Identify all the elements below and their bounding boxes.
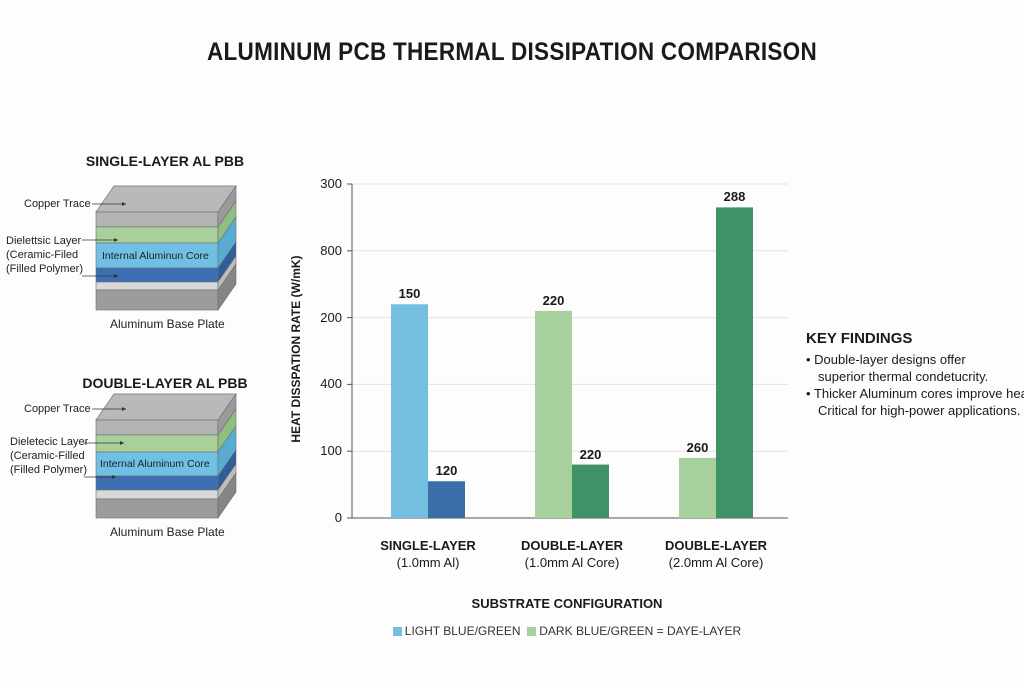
bar — [391, 304, 428, 518]
dielectric-line: Dielettsic Layer — [6, 235, 82, 247]
data-label: 220 — [542, 292, 565, 308]
x-axis-label: SUBSTRATE CONFIGURATION — [471, 596, 663, 611]
dielectric-label: Dieletecic Layer (Ceramic-Filled (Filled… — [10, 435, 88, 477]
category-sub: (1.0mm Al) — [396, 555, 460, 570]
key-findings-title: KEY FINDINGS — [806, 330, 913, 347]
finding-item: • Thicker Aluminum cores improve heat Cri… — [806, 385, 1024, 419]
category-name: DOUBLE-LAYER — [664, 538, 768, 553]
layer-side — [217, 263, 237, 311]
bar — [428, 481, 465, 518]
stack-top-face — [95, 393, 237, 421]
y-axis-label: HEAT DISSPATION RATE (W/mK) — [289, 255, 303, 443]
category-sub: (2.0mm Al Core) — [668, 555, 764, 570]
data-label: 288 — [723, 189, 746, 205]
diagram-title: DOUBLE-LAYER AL PBB — [82, 375, 248, 391]
layer-side — [217, 185, 237, 228]
data-label: 220 — [579, 446, 602, 462]
bar — [679, 457, 716, 518]
key-findings: KEY FINDINGS • Double-layer designs offe… — [806, 330, 1024, 419]
bar — [535, 310, 572, 518]
legend: LIGHT BLUE/GREEN DARK BLUE/GREEN = DAYE-… — [55, 624, 1024, 638]
dielectric-line: (Ceramic-Filed — [6, 249, 79, 261]
y-tick-label: 800 — [320, 242, 342, 258]
y-tick-label: 200 — [320, 309, 342, 325]
data-label: 120 — [435, 463, 458, 479]
legend-label: LIGHT BLUE/GREEN — [404, 624, 521, 638]
layer — [95, 289, 219, 311]
arrow-head — [112, 475, 116, 479]
layer — [95, 434, 219, 453]
legend-item: LIGHT BLUE/GREEN — [392, 624, 521, 638]
arrow-head — [122, 407, 126, 411]
arrow-head — [114, 238, 118, 242]
dielectric-line: (Filled Polymer) — [6, 263, 84, 275]
layer — [95, 281, 219, 291]
data-label: 150 — [398, 286, 421, 302]
bar — [716, 207, 753, 518]
layer-side — [217, 393, 237, 436]
layer-side — [217, 463, 237, 500]
base-label: Aluminum Base Plate — [110, 317, 225, 331]
arrow-head — [122, 202, 126, 206]
legend-swatch — [392, 627, 402, 636]
legend-item: DARK BLUE/GREEN = DAYE-LAYER — [527, 624, 741, 638]
category-label: DOUBLE-LAYER (2.0mm Al Core) — [636, 537, 796, 571]
copper-label: Copper Trace — [24, 403, 91, 415]
copper-label: Copper Trace — [24, 198, 91, 210]
y-tick-label: 100 — [320, 443, 342, 459]
category-label: SINGLE-LAYER (1.0mm Al) — [348, 537, 508, 571]
legend-swatch — [527, 627, 537, 636]
layer-side — [217, 449, 237, 491]
category-name: DOUBLE-LAYER — [520, 538, 624, 553]
layer-side — [217, 472, 237, 519]
dielectric-line: Dieletecic Layer — [10, 436, 89, 448]
finding-text: Critical for high-power applications. — [818, 403, 1021, 418]
dielectric-line: (Filled Polymer) — [10, 464, 88, 476]
category-label: DOUBLE-LAYER (1.0mm Al Core) — [492, 537, 652, 571]
finding-item: • Double-layer designs offer superior the… — [806, 352, 989, 384]
layer-side — [217, 200, 237, 244]
layer-side — [217, 255, 237, 291]
bar — [572, 464, 609, 518]
layer — [95, 419, 219, 436]
category-name: SINGLE-LAYER — [380, 538, 476, 553]
layer-side — [217, 425, 237, 477]
base-label: Aluminum Base Plate — [110, 525, 225, 539]
finding-text: superior thermal condetucrity. — [818, 369, 989, 384]
layer — [95, 267, 219, 283]
layer — [95, 226, 219, 244]
layer — [95, 211, 219, 228]
core-label: Internal Aluminun Core — [102, 250, 209, 262]
page-title: ALUMINUM PCB THERMAL DISSIPATION COMPARI… — [207, 38, 817, 66]
y-tick-label: 0 — [334, 510, 342, 525]
layer — [95, 489, 219, 500]
arrow-head — [120, 441, 124, 445]
category-sub: (1.0mm Al Core) — [524, 555, 620, 570]
y-tick-label: 300 — [320, 176, 342, 191]
y-tick-label: 400 — [320, 376, 342, 392]
finding-text: Double-layer designs offer — [814, 352, 966, 367]
stack-top-face — [95, 185, 237, 213]
diagram-title: SINGLE-LAYER AL PBB — [85, 153, 245, 169]
core-label: Internal Aluminum Core — [100, 458, 210, 470]
data-label: 260 — [686, 439, 709, 455]
arrow-head — [114, 274, 118, 278]
layer-side — [217, 216, 237, 269]
layer-side — [217, 241, 237, 283]
finding-text: Thicker Aluminum cores improve heat — [813, 386, 1024, 401]
dielectric-label: Dielettsic Layer (Ceramic-Filed (Filled … — [6, 234, 83, 276]
layer — [95, 498, 219, 519]
layer — [95, 475, 219, 491]
layer-side — [217, 408, 237, 453]
legend-label: DARK BLUE/GREEN = DAYE-LAYER — [539, 624, 742, 638]
dielectric-line: (Ceramic-Filled — [10, 450, 85, 462]
